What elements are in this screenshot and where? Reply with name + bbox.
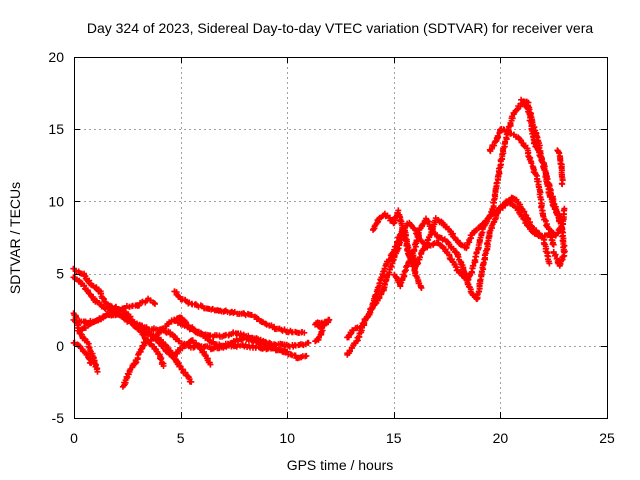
data-point [550,241,557,248]
data-point [301,329,308,336]
data-point [546,260,553,267]
data-point [561,205,568,212]
data-marks [70,96,568,390]
data-point [419,221,426,228]
data-point [94,368,101,375]
series-track-r [518,96,568,269]
data-point [427,232,434,239]
data-point [157,356,164,363]
y-tick-label: 10 [48,193,64,209]
y-tick-label: 20 [48,49,64,65]
data-point [160,363,167,369]
data-point [418,285,425,291]
data-point [526,106,533,113]
y-tick-label: 5 [56,266,64,282]
series-track-j [171,337,214,368]
data-point [450,246,457,252]
data-point [88,360,95,367]
x-tick-label: 25 [599,430,615,446]
data-point [152,300,158,307]
plot-frame [74,57,608,419]
x-tick-label: 0 [70,430,78,446]
data-point [550,248,557,255]
series-track-l [312,316,333,345]
y-tick-label: 0 [56,338,64,354]
y-tick-label: -5 [52,410,65,426]
data-point [372,291,379,298]
data-point [182,369,189,376]
x-tick-label: 20 [493,430,509,446]
data-point [559,181,566,188]
series-track-q [486,126,568,239]
data-point [417,254,423,261]
data-point [284,348,291,355]
y-tick-label: 15 [48,121,64,137]
y-tick-labels: -5 0 5 10 15 20 [48,49,64,426]
x-tick-label: 10 [279,430,295,446]
data-point [528,160,535,167]
data-point [303,352,310,359]
data-point [470,262,477,269]
data-point [196,343,203,349]
chart-title: Day 324 of 2023, Sidereal Day-to-day VTE… [87,20,593,36]
series-track-p [391,194,553,303]
series-track-k [171,288,308,336]
data-point [318,325,325,332]
y-axis-label: SDTVAR / TECUs [7,182,23,294]
data-point [381,265,388,272]
axis-ticks [74,57,608,419]
x-axis-label: GPS time / hours [287,457,394,473]
x-tick-label: 5 [177,430,185,446]
x-tick-labels: 0 5 10 15 20 25 [70,430,615,446]
data-point [207,361,214,368]
data-point [188,378,195,385]
data-point [305,339,312,346]
data-point [413,237,420,244]
series-track-f [70,339,95,367]
data-point [175,360,182,367]
x-tick-label: 15 [386,430,402,446]
series-track-i [171,316,291,355]
series-track-s [554,147,566,188]
grid [74,57,607,418]
